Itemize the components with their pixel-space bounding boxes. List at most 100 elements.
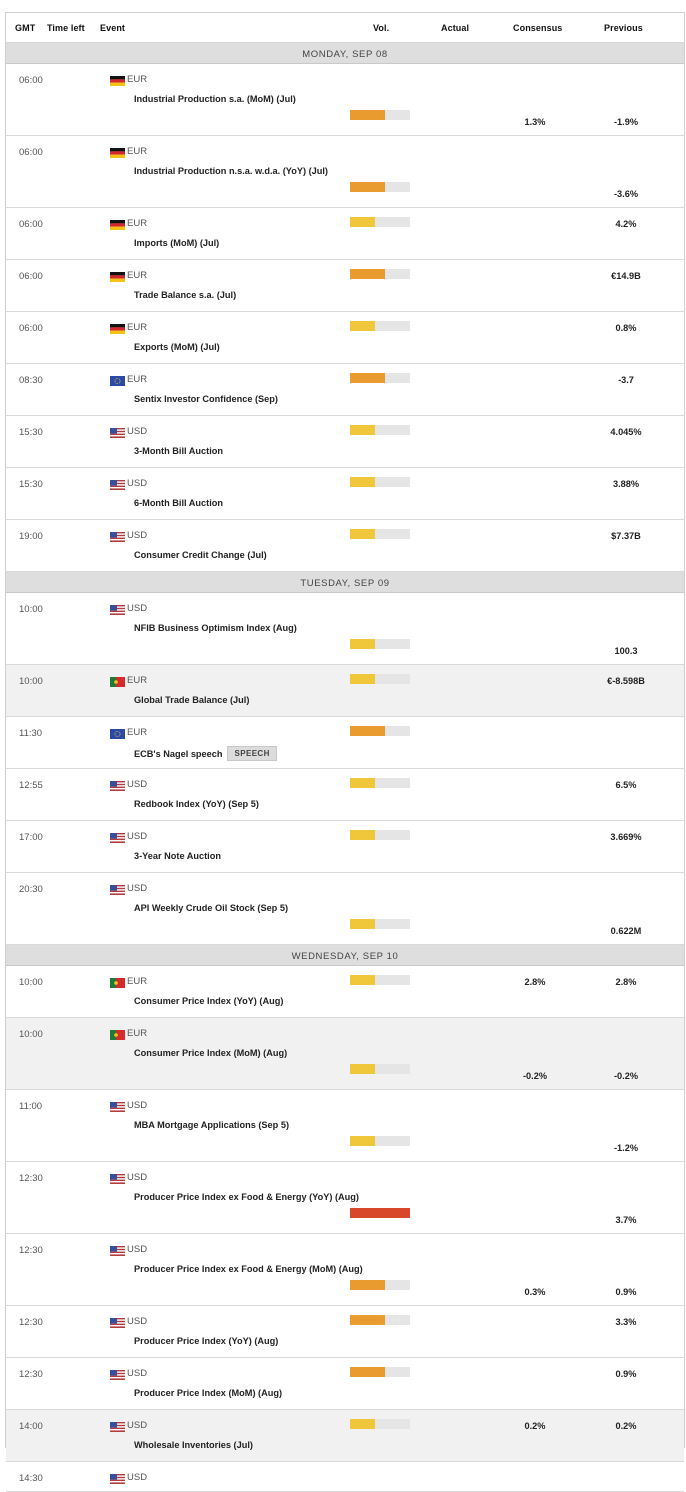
event-name-text[interactable]: 3-Month Bill Auction <box>134 446 223 456</box>
event-name-text[interactable]: NFIB Business Optimism Index (Aug) <box>134 623 297 633</box>
event-row[interactable]: 06:00 EUR Exports (MoM) (Jul) 0.8% <box>6 312 684 364</box>
event-row[interactable]: 14:00 USD Wholesale Inventories (Jul) 0.2% 0… <box>6 1410 684 1462</box>
event-row[interactable]: 06:00 EUR Industrial Production n.s.a. w.d… <box>6 136 684 208</box>
event-name-text[interactable]: 3-Year Note Auction <box>134 851 221 861</box>
event-row[interactable]: 11:30 EUR ECB's Nagel speech SPEECH <box>6 717 684 769</box>
event-row[interactable]: 19:00 USD Consumer Credit Change (Jul) $7.3… <box>6 520 684 572</box>
event-row[interactable]: 10:00 USD NFIB Business Optimism Index (Au… <box>6 593 684 665</box>
previous-value: 2.8% <box>615 977 637 987</box>
currency-label: USD <box>127 426 148 437</box>
event-row[interactable]: 20:30 USD API Weekly Crude Oil Stock (Sep … <box>6 873 684 945</box>
event-name-text[interactable]: Trade Balance s.a. (Jul) <box>134 290 237 300</box>
header-actual[interactable]: Actual <box>441 23 470 33</box>
event-name[interactable]: Exports (MoM) (Jul) <box>134 342 220 352</box>
event-name-text[interactable]: Producer Price Index (MoM) (Aug) <box>134 1388 283 1398</box>
event-name-text[interactable]: Exports (MoM) (Jul) <box>134 342 220 352</box>
event-row[interactable]: 12:30 USD Producer Price Index ex Food & E… <box>6 1234 684 1306</box>
event-name-text[interactable]: Consumer Credit Change (Jul) <box>134 550 267 560</box>
volatility-fill <box>350 1315 385 1325</box>
event-name-text[interactable]: Wholesale Inventories (Jul) <box>134 1440 253 1450</box>
event-row[interactable]: 10:00 EUR Consumer Price Index (YoY) (Aug)… <box>6 966 684 1018</box>
volatility-bar <box>350 1280 410 1290</box>
event-row[interactable]: 12:30 USD Producer Price Index (MoM) (Aug)… <box>6 1358 684 1410</box>
header-event[interactable]: Event <box>100 23 126 33</box>
event-name[interactable]: Producer Price Index (MoM) (Aug) <box>134 1388 282 1398</box>
event-name-text[interactable]: Redbook Index (YoY) (Sep 5) <box>134 799 259 809</box>
event-row[interactable]: 08:30 EUR Sentix Investor Confidence (Sep)… <box>6 364 684 416</box>
event-row[interactable]: 10:00 EUR Global Trade Balance (Jul) €-8.59… <box>6 665 684 717</box>
header-time-left[interactable]: Time left <box>47 23 85 33</box>
event-name-text[interactable]: Producer Price Index ex Food & Energy (Y… <box>134 1192 359 1202</box>
currency-label: USD <box>127 1472 148 1483</box>
event-name[interactable]: Global Trade Balance (Jul) <box>134 695 249 705</box>
header-vol[interactable]: Vol. <box>373 23 390 33</box>
event-row[interactable]: 15:30 USD 3-Month Bill Auction 4.045% <box>6 416 684 468</box>
event-name-text[interactable]: API Weekly Crude Oil Stock (Sep 5) <box>134 903 289 913</box>
event-name[interactable]: MBA Mortgage Applications (Sep 5) <box>134 1120 289 1130</box>
eu-flag-icon <box>110 726 125 739</box>
event-name[interactable]: API Weekly Crude Oil Stock (Sep 5) <box>134 903 288 913</box>
previous-value: 4.2% <box>615 219 637 229</box>
event-name[interactable]: Sentix Investor Confidence (Sep) <box>134 394 278 404</box>
header-gmt[interactable]: GMT <box>15 23 36 33</box>
event-name-text[interactable]: Industrial Production n.s.a. w.d.a. (YoY… <box>134 166 328 176</box>
pt-flag-icon <box>110 674 125 687</box>
consensus-value: -0.2% <box>522 1071 547 1081</box>
event-time: 12:30 <box>19 1369 43 1380</box>
volatility-fill <box>350 529 376 539</box>
event-row[interactable]: 15:30 USD 6-Month Bill Auction 3.88% <box>6 468 684 520</box>
event-row[interactable]: 06:00 EUR Imports (MoM) (Jul) 4.2% <box>6 208 684 260</box>
currency-label: USD <box>127 1420 148 1431</box>
header-consensus[interactable]: Consensus <box>513 23 563 33</box>
event-row[interactable]: 12:55 USD Redbook Index (YoY) (Sep 5) 6.5% <box>6 769 684 821</box>
volatility-fill <box>350 269 385 279</box>
event-name-text[interactable]: Global Trade Balance (Jul) <box>134 695 250 705</box>
header-previous[interactable]: Previous <box>604 23 643 33</box>
event-name[interactable]: Wholesale Inventories (Jul) <box>134 1440 253 1450</box>
event-name[interactable]: Imports (MoM) (Jul) <box>134 238 219 248</box>
event-name-text[interactable]: Consumer Price Index (MoM) (Aug) <box>134 1048 288 1058</box>
event-name[interactable]: Redbook Index (YoY) (Sep 5) <box>134 799 259 809</box>
event-row[interactable]: 14:30 USD <box>6 1462 684 1492</box>
event-name-text[interactable]: MBA Mortgage Applications (Sep 5) <box>134 1120 290 1130</box>
event-name[interactable]: ECB's Nagel speech SPEECH <box>134 746 277 762</box>
event-row[interactable]: 06:00 EUR Trade Balance s.a. (Jul) €14.9B <box>6 260 684 312</box>
event-name-text[interactable]: Industrial Production s.a. (MoM) (Jul) <box>134 94 296 104</box>
event-name-text[interactable]: Producer Price Index ex Food & Energy (M… <box>134 1264 363 1274</box>
event-name[interactable]: Consumer Price Index (YoY) (Aug) <box>134 996 283 1006</box>
event-name[interactable]: Industrial Production s.a. (MoM) (Jul) <box>134 94 296 104</box>
event-name-text[interactable]: Consumer Price Index (YoY) (Aug) <box>134 996 284 1006</box>
event-row[interactable]: 11:00 USD MBA Mortgage Applications (Sep 5… <box>6 1090 684 1162</box>
event-name[interactable]: 3-Month Bill Auction <box>134 446 223 456</box>
event-name[interactable]: Producer Price Index ex Food & Energy (Y… <box>134 1192 359 1202</box>
event-row[interactable]: 12:30 USD Producer Price Index ex Food & E… <box>6 1162 684 1234</box>
currency-label: EUR <box>127 218 148 229</box>
event-name[interactable]: NFIB Business Optimism Index (Aug) <box>134 623 297 633</box>
previous-value: 0.622M <box>610 926 642 936</box>
currency-label: EUR <box>127 146 148 157</box>
event-row[interactable]: 17:00 USD 3-Year Note Auction 3.669% <box>6 821 684 873</box>
event-name[interactable]: Consumer Price Index (MoM) (Aug) <box>134 1048 287 1058</box>
us-flag-icon <box>110 1367 125 1380</box>
event-time: 06:00 <box>19 271 43 282</box>
event-name-text[interactable]: Sentix Investor Confidence (Sep) <box>134 394 278 404</box>
event-name-text[interactable]: Imports (MoM) (Jul) <box>134 238 220 248</box>
event-row[interactable]: 12:30 USD Producer Price Index (YoY) (Aug)… <box>6 1306 684 1358</box>
event-name[interactable]: Producer Price Index (YoY) (Aug) <box>134 1336 278 1346</box>
event-name[interactable]: Trade Balance s.a. (Jul) <box>134 290 236 300</box>
event-row[interactable]: 06:00 EUR Industrial Production s.a. (MoM)… <box>6 64 684 136</box>
event-name-text[interactable]: ECB's Nagel speech <box>134 749 223 759</box>
event-name[interactable]: Consumer Credit Change (Jul) <box>134 550 267 560</box>
previous-value: 3.3% <box>615 1317 637 1327</box>
us-flag-icon <box>110 1419 125 1432</box>
event-row[interactable]: 10:00 EUR Consumer Price Index (MoM) (Aug)… <box>6 1018 684 1090</box>
previous-value: 3.7% <box>615 1215 637 1225</box>
event-name[interactable]: Industrial Production n.s.a. w.d.a. (YoY… <box>134 166 328 176</box>
event-name-text[interactable]: Producer Price Index (YoY) (Aug) <box>134 1336 279 1346</box>
currency-label: USD <box>127 1316 148 1327</box>
event-name[interactable]: 3-Year Note Auction <box>134 851 221 861</box>
us-flag-icon <box>110 477 125 490</box>
event-name[interactable]: 6-Month Bill Auction <box>134 498 223 508</box>
event-name-text[interactable]: 6-Month Bill Auction <box>134 498 223 508</box>
event-name[interactable]: Producer Price Index ex Food & Energy (M… <box>134 1264 363 1274</box>
